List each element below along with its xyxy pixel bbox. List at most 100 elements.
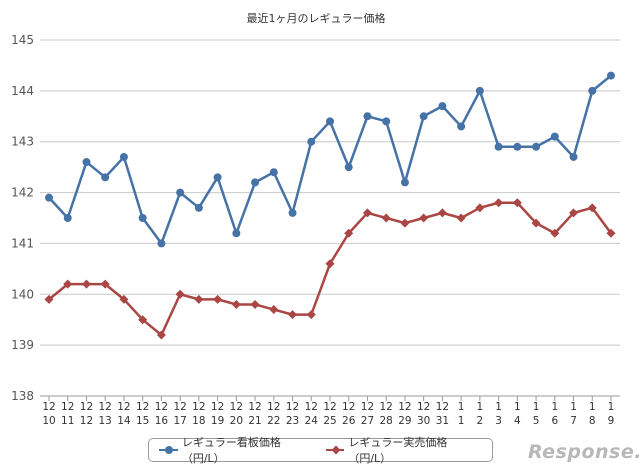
data-point-diamond[interactable] — [325, 259, 335, 269]
data-point-circle[interactable] — [288, 208, 297, 217]
x-tick-label-top: 12 — [99, 401, 112, 413]
data-point-diamond[interactable] — [569, 208, 579, 218]
legend-item-kanban[interactable]: レギュラー看板価格（円/L） — [159, 434, 316, 466]
data-point-diamond[interactable] — [587, 203, 597, 213]
x-tick-label-bottom: 10 — [42, 415, 55, 427]
data-point-circle[interactable] — [419, 112, 428, 121]
data-point-circle[interactable] — [494, 142, 503, 151]
data-point-diamond[interactable] — [231, 299, 241, 309]
data-point-diamond[interactable] — [437, 208, 447, 218]
data-point-diamond[interactable] — [550, 228, 560, 238]
x-tick-label-top: 1 — [533, 401, 540, 413]
data-point-circle[interactable] — [400, 178, 409, 187]
data-point-diamond[interactable] — [138, 315, 148, 325]
data-point-circle[interactable] — [475, 86, 484, 95]
data-point-circle[interactable] — [45, 193, 53, 202]
data-point-diamond[interactable] — [81, 279, 91, 289]
x-tick-label-bottom: 26 — [342, 415, 356, 427]
data-point-diamond[interactable] — [100, 279, 110, 289]
data-point-circle[interactable] — [307, 137, 316, 146]
data-point-circle[interactable] — [607, 71, 615, 80]
x-tick-label-top: 1 — [570, 401, 577, 413]
data-point-circle[interactable] — [438, 102, 447, 111]
x-tick-label-top: 1 — [608, 401, 615, 413]
data-point-circle[interactable] — [138, 214, 147, 222]
data-point-circle[interactable] — [194, 203, 203, 212]
x-tick-label-top: 12 — [361, 401, 374, 413]
data-point-diamond[interactable] — [288, 310, 298, 320]
data-point-diamond[interactable] — [44, 294, 54, 304]
data-point-circle[interactable] — [382, 117, 391, 126]
data-point-circle[interactable] — [101, 173, 110, 182]
data-point-circle[interactable] — [232, 229, 241, 238]
data-point-circle[interactable] — [157, 239, 166, 248]
x-tick-label-bottom: 17 — [173, 415, 186, 427]
data-point-circle[interactable] — [269, 168, 278, 177]
data-point-circle[interactable] — [550, 132, 559, 141]
circle-marker-icon — [165, 446, 173, 454]
series-line-1 — [48, 201, 613, 337]
x-tick-label-top: 12 — [286, 401, 299, 413]
x-tick-label-bottom: 11 — [61, 415, 74, 427]
data-point-circle[interactable] — [363, 112, 372, 121]
x-tick-label-bottom: 4 — [514, 415, 521, 427]
data-point-diamond[interactable] — [250, 299, 260, 309]
data-point-circle[interactable] — [569, 152, 578, 161]
data-point-diamond[interactable] — [344, 228, 354, 238]
x-tick-label-top: 12 — [417, 401, 430, 413]
data-point-diamond[interactable] — [400, 218, 410, 228]
data-point-diamond[interactable] — [419, 213, 429, 223]
x-tick-label-bottom: 13 — [99, 415, 112, 427]
data-point-diamond[interactable] — [381, 213, 391, 223]
data-point-circle[interactable] — [326, 117, 334, 126]
data-point-diamond[interactable] — [63, 279, 73, 289]
x-tick-label-bottom: 1 — [458, 415, 465, 427]
x-tick-label-top: 12 — [173, 401, 186, 413]
data-point-diamond[interactable] — [512, 198, 522, 208]
data-point-diamond[interactable] — [156, 330, 166, 340]
legend-item-jitsubai[interactable]: レギュラー実売価格（円/L） — [325, 434, 483, 466]
y-tick-label: 140 — [11, 287, 34, 301]
data-point-diamond[interactable] — [531, 218, 541, 228]
x-tick-label-bottom: 14 — [117, 415, 131, 427]
y-axis-ticks: 138 139 140 141 142 143 144 145 — [11, 33, 34, 403]
x-tick-label-top: 12 — [117, 401, 130, 413]
data-point-circle[interactable] — [532, 142, 541, 151]
x-tick-label-bottom: 22 — [267, 415, 280, 427]
x-tick-label-top: 1 — [551, 401, 558, 413]
data-point-circle[interactable] — [213, 173, 222, 182]
x-tick-label-top: 12 — [155, 401, 168, 413]
data-point-circle[interactable] — [251, 178, 260, 187]
data-point-circle[interactable] — [119, 152, 128, 161]
series-line-0 — [48, 74, 612, 245]
data-point-circle[interactable] — [457, 122, 466, 131]
data-point-diamond[interactable] — [456, 213, 466, 223]
data-point-diamond[interactable] — [213, 294, 223, 304]
data-point-diamond[interactable] — [494, 198, 504, 208]
data-point-diamond[interactable] — [194, 294, 204, 304]
x-tick-label-bottom: 30 — [417, 415, 430, 427]
data-point-diamond[interactable] — [475, 203, 485, 213]
x-tick-label-bottom: 8 — [589, 415, 596, 427]
x-tick-label-bottom: 23 — [286, 415, 299, 427]
x-tick-label-bottom: 27 — [361, 415, 374, 427]
x-tick-label-bottom: 3 — [495, 415, 502, 427]
data-point-circle[interactable] — [63, 214, 72, 222]
diamond-marker-icon — [330, 445, 341, 455]
data-point-circle[interactable] — [344, 163, 353, 172]
y-tick-label: 139 — [11, 338, 34, 352]
x-axis-ticks: 1210121112121213121412151216121712181219… — [42, 396, 614, 427]
data-point-circle[interactable] — [82, 158, 91, 167]
data-point-diamond[interactable] — [269, 305, 279, 315]
data-point-circle[interactable] — [513, 142, 522, 151]
data-point-diamond[interactable] — [306, 310, 316, 320]
data-point-diamond[interactable] — [175, 289, 185, 299]
data-point-diamond[interactable] — [606, 228, 616, 238]
data-point-circle[interactable] — [176, 188, 185, 197]
data-point-diamond[interactable] — [362, 208, 372, 218]
data-point-diamond[interactable] — [119, 294, 129, 304]
data-point-circle[interactable] — [588, 86, 597, 95]
x-tick-label-top: 12 — [211, 401, 224, 413]
x-tick-label-bottom: 15 — [136, 415, 149, 427]
x-tick-label-bottom: 19 — [211, 415, 224, 427]
